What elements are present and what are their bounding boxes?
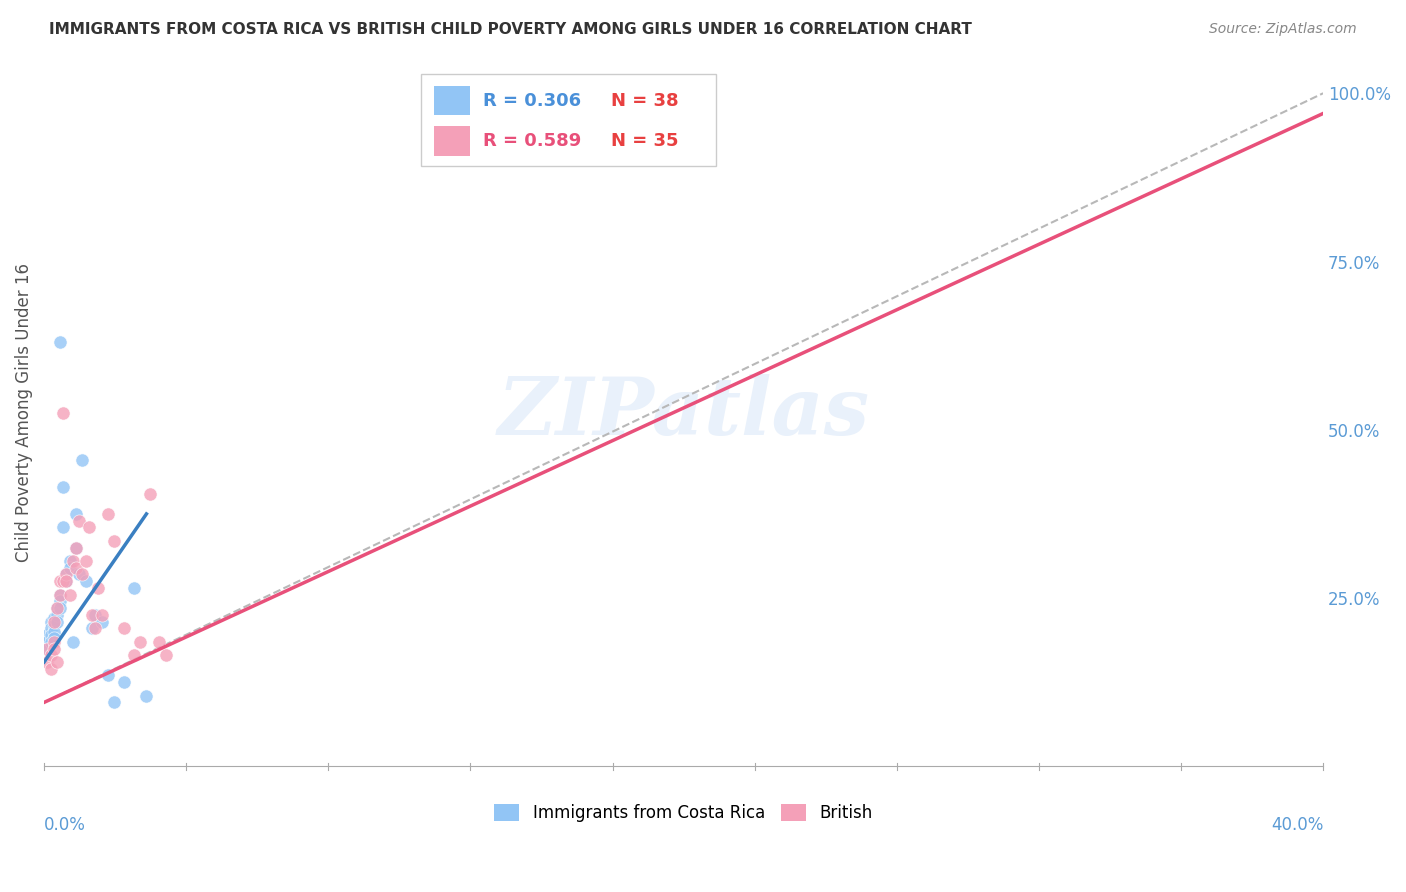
Point xyxy=(55,574,77,589)
Point xyxy=(80,621,103,635)
FancyBboxPatch shape xyxy=(422,74,716,166)
Point xyxy=(39,621,62,635)
Point xyxy=(42,618,65,632)
Point xyxy=(138,487,160,501)
Point xyxy=(90,615,112,629)
Point xyxy=(62,554,84,568)
Legend: Immigrants from Costa Rica, British: Immigrants from Costa Rica, British xyxy=(488,797,880,829)
Point xyxy=(90,607,112,622)
Point xyxy=(49,588,72,602)
Point xyxy=(49,335,72,350)
Point xyxy=(55,567,77,582)
Point xyxy=(42,615,65,629)
Point xyxy=(67,567,90,582)
Point xyxy=(122,581,145,595)
Point xyxy=(49,574,72,589)
Point xyxy=(80,607,103,622)
Point xyxy=(62,635,84,649)
Text: IMMIGRANTS FROM COSTA RICA VS BRITISH CHILD POVERTY AMONG GIRLS UNDER 16 CORRELA: IMMIGRANTS FROM COSTA RICA VS BRITISH CH… xyxy=(49,22,972,37)
Text: R = 0.589: R = 0.589 xyxy=(482,132,581,150)
Point xyxy=(37,635,59,649)
Point xyxy=(59,561,82,575)
Text: 40.0%: 40.0% xyxy=(1271,816,1323,834)
Text: ZIPatlas: ZIPatlas xyxy=(498,375,870,451)
Point xyxy=(42,624,65,639)
Point xyxy=(84,621,107,635)
Point xyxy=(75,554,97,568)
Point xyxy=(39,615,62,629)
Point xyxy=(45,615,67,629)
Point xyxy=(42,641,65,656)
Y-axis label: Child Poverty Among Girls Under 16: Child Poverty Among Girls Under 16 xyxy=(15,263,32,563)
FancyBboxPatch shape xyxy=(434,126,470,156)
Point xyxy=(65,561,87,575)
FancyBboxPatch shape xyxy=(434,86,470,115)
Text: Source: ZipAtlas.com: Source: ZipAtlas.com xyxy=(1209,22,1357,37)
Text: N = 38: N = 38 xyxy=(610,92,678,110)
Point xyxy=(42,632,65,646)
Point xyxy=(103,533,125,548)
Point xyxy=(65,541,87,555)
Point xyxy=(112,675,135,690)
Point xyxy=(49,588,72,602)
Point xyxy=(39,628,62,642)
Point xyxy=(72,453,94,467)
Point xyxy=(39,635,62,649)
Point xyxy=(52,574,75,589)
Point xyxy=(75,574,97,589)
Point xyxy=(87,581,110,595)
Point xyxy=(52,520,75,534)
Point xyxy=(49,594,72,608)
Point xyxy=(37,641,59,656)
Point xyxy=(45,601,67,615)
Point xyxy=(45,655,67,669)
Point xyxy=(52,480,75,494)
Point xyxy=(42,611,65,625)
Point xyxy=(65,507,87,521)
Point xyxy=(59,588,82,602)
Point xyxy=(45,607,67,622)
Point xyxy=(37,655,59,669)
Point xyxy=(65,541,87,555)
Text: N = 35: N = 35 xyxy=(610,132,678,150)
Point xyxy=(77,520,100,534)
Point xyxy=(37,628,59,642)
Text: 0.0%: 0.0% xyxy=(44,816,86,834)
Point xyxy=(55,574,77,589)
Point xyxy=(129,635,152,649)
Point xyxy=(39,648,62,663)
Point xyxy=(39,662,62,676)
Point xyxy=(122,648,145,663)
Point xyxy=(52,406,75,420)
Point xyxy=(148,635,170,649)
Point xyxy=(42,635,65,649)
Point xyxy=(55,567,77,582)
Point xyxy=(97,507,120,521)
Point xyxy=(97,668,120,682)
Text: R = 0.306: R = 0.306 xyxy=(482,92,581,110)
Point xyxy=(72,567,94,582)
Point xyxy=(112,621,135,635)
Point xyxy=(67,514,90,528)
Point xyxy=(49,601,72,615)
Point xyxy=(135,689,157,703)
Point xyxy=(37,641,59,656)
Point xyxy=(45,601,67,615)
Point xyxy=(59,554,82,568)
Point xyxy=(155,648,177,663)
Point xyxy=(84,607,107,622)
Point xyxy=(103,695,125,709)
